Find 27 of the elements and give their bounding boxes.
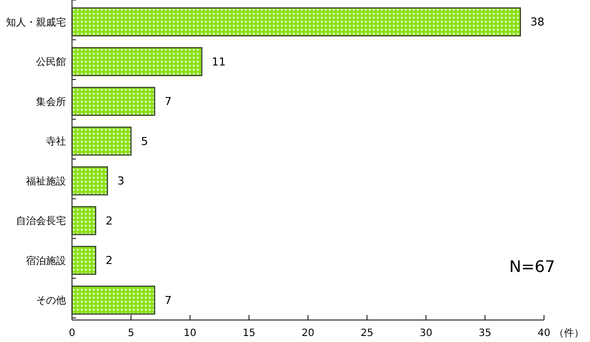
y-tick-label: 自治会長宅: [16, 215, 66, 228]
data-label: 3: [117, 174, 124, 188]
data-label: 2: [106, 254, 113, 268]
x-tick-label: 10: [184, 328, 196, 339]
x-tick-label: 25: [360, 328, 374, 339]
data-label: 7: [164, 294, 172, 307]
y-tick-label: 宿泊施設: [26, 254, 66, 267]
data-label: 5: [141, 134, 148, 148]
y-tick-label: 公民館: [36, 56, 66, 68]
y-tick-label: 福祉施設: [26, 175, 66, 188]
data-label: 7: [164, 95, 172, 108]
x-tick-label: 30: [420, 328, 432, 339]
data-label: 2: [106, 214, 113, 228]
data-label: 11: [212, 55, 226, 68]
x-tick-label: 35: [478, 328, 492, 339]
x-tick-label: 15: [242, 328, 256, 339]
y-tick-label: 寺社: [46, 136, 66, 148]
x-tick-label: 5: [128, 328, 134, 339]
x-axis-title: （件）: [554, 328, 584, 339]
y-tick-label: 集会所: [36, 96, 66, 108]
data-label: 38: [530, 16, 544, 29]
annotation: N=67: [509, 257, 555, 276]
y-tick-label: 知人・親戚宅: [6, 16, 66, 28]
y-tick-label: その他: [36, 294, 66, 307]
x-tick-label: 40: [538, 328, 550, 339]
x-tick-label: 0: [68, 328, 76, 339]
x-tick-label: 20: [302, 328, 314, 339]
